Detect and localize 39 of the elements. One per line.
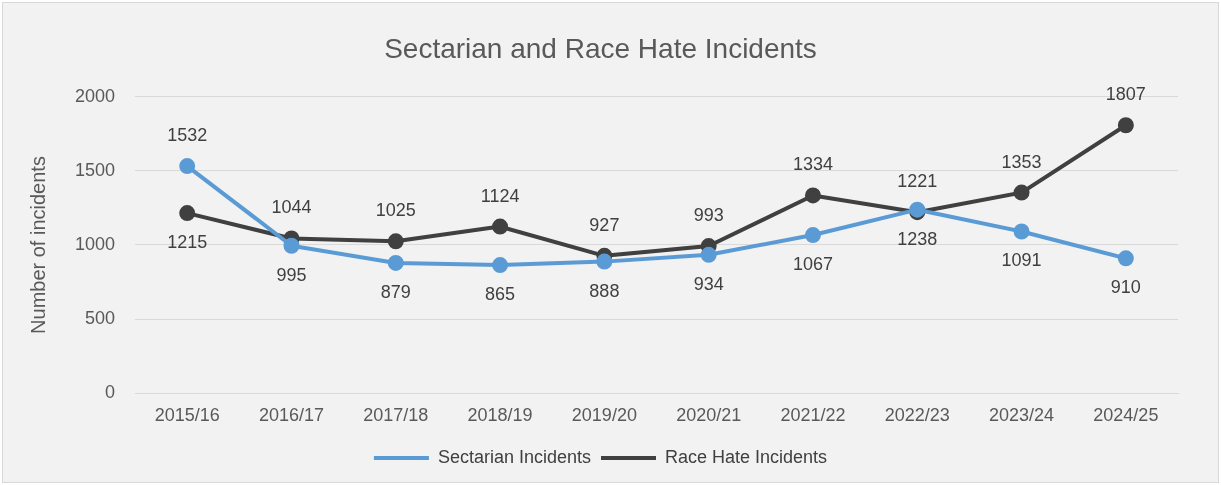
legend-label: Race Hate Incidents [665, 446, 828, 467]
data-label: 934 [693, 273, 724, 294]
data-label: 1238 [897, 228, 938, 249]
x-tick-label: 2023/24 [989, 405, 1055, 426]
data-label: 879 [380, 281, 411, 302]
data-label: 1334 [792, 154, 833, 175]
x-tick-label: 2015/16 [154, 405, 220, 426]
y-tick-label: 500 [85, 308, 116, 329]
data-label: 1067 [792, 254, 833, 275]
data-label: 888 [589, 280, 620, 301]
x-tick-label: 2022/23 [884, 405, 950, 426]
data-label: 1215 [167, 232, 208, 253]
x-tick-label: 2017/18 [363, 405, 429, 426]
y-tick-label: 0 [105, 382, 116, 403]
data-label: 1025 [375, 200, 416, 221]
x-tick-label: 2018/19 [467, 405, 533, 426]
data-label: 995 [276, 264, 307, 285]
y-tick-label: 1500 [75, 159, 116, 180]
data-label: 927 [589, 214, 620, 235]
y-tick-label: 1000 [75, 233, 116, 254]
y-axis-title: Number of incidents [26, 156, 49, 334]
y-tick-label: 2000 [75, 85, 116, 106]
data-label: 1124 [480, 185, 520, 206]
x-tick-label: 2024/25 [1093, 405, 1159, 426]
data-label: 1353 [1001, 151, 1042, 172]
data-label: 1091 [1001, 250, 1042, 271]
data-label: 1807 [1105, 84, 1146, 105]
x-tick-label: 2021/22 [780, 405, 846, 426]
data-label: 1044 [271, 197, 312, 218]
data-label: 1532 [167, 125, 208, 146]
data-label: 865 [485, 284, 516, 304]
x-tick-label: 2016/17 [258, 405, 325, 426]
x-tick-label: 2020/21 [676, 405, 742, 426]
x-tick-label: 2019/20 [571, 405, 637, 426]
data-label: 910 [1110, 277, 1141, 298]
chart-title: Sectarian and Race Hate Incidents [384, 32, 817, 64]
legend-label: Sectarian Incidents [437, 446, 592, 467]
data-label: 1221 [897, 171, 938, 192]
data-label: 993 [693, 205, 724, 226]
